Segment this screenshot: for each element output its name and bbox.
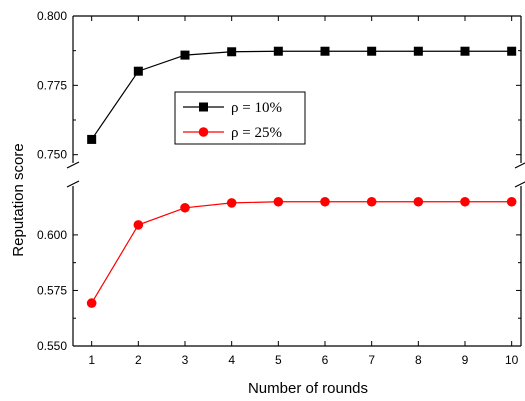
data-point-circle	[460, 196, 470, 207]
x-tick-label: 7	[368, 353, 375, 367]
data-point-circle	[86, 298, 97, 308]
x-tick-label: 6	[322, 353, 329, 367]
legend-box	[174, 91, 306, 145]
y-tick-label-upper: 0.775	[37, 78, 67, 92]
x-tick-label: 3	[182, 353, 189, 367]
x-tick-label: 4	[228, 353, 235, 367]
y-tick-label-lower: 0.575	[37, 283, 67, 297]
data-point-square	[227, 47, 237, 57]
legend: ρ = 10% ρ = 25%	[174, 91, 306, 145]
data-point-square	[460, 46, 470, 56]
series-line-2	[91, 201, 512, 304]
x-tick-label: 9	[462, 353, 469, 367]
data-point-square	[413, 46, 423, 56]
ticks: 1 2 3 4 5 6 7 8 9 10 0.750 0.775 0.800 0.550 0.575 0.60…	[37, 9, 521, 367]
x-tick-label: 1	[88, 353, 95, 367]
axes	[66, 15, 525, 347]
series	[86, 46, 517, 308]
data-point-circle	[133, 220, 144, 230]
x-axis-title: Number of rounds	[248, 380, 368, 397]
data-point-square	[133, 66, 143, 76]
data-point-square	[87, 134, 97, 144]
series-line-1	[91, 50, 512, 140]
axis-break-mark	[66, 161, 80, 169]
data-point-square	[180, 50, 190, 60]
y-tick-label-upper: 0.800	[37, 9, 67, 23]
x-tick-label: 10	[505, 353, 519, 367]
legend-marker-circle	[198, 127, 209, 137]
data-point-square	[273, 46, 283, 56]
legend-label: ρ = 25%	[231, 125, 282, 141]
y-axis-title: Reputation score	[10, 143, 27, 256]
data-point-circle	[366, 196, 377, 207]
data-point-square	[507, 46, 517, 56]
legend-marker-square	[199, 102, 208, 112]
axis-break-mark	[514, 181, 525, 188]
y-tick-label-lower: 0.550	[37, 339, 67, 353]
data-point-circle	[180, 202, 190, 213]
axis-break-mark	[66, 180, 80, 188]
x-tick-label: 2	[135, 353, 142, 367]
data-point-circle	[413, 196, 424, 207]
axis-break-mark	[514, 162, 525, 169]
data-point-circle	[320, 196, 330, 207]
data-point-square	[320, 46, 330, 56]
y-tick-label-lower: 0.600	[37, 228, 67, 242]
x-tick-label: 5	[275, 353, 282, 367]
y-tick-label-upper: 0.750	[37, 148, 67, 162]
data-point-circle	[226, 198, 237, 208]
legend-label: ρ = 10%	[231, 100, 282, 116]
data-point-circle	[273, 196, 284, 207]
x-tick-label: 8	[415, 353, 422, 367]
data-point-circle	[506, 196, 517, 207]
data-point-square	[367, 46, 377, 56]
